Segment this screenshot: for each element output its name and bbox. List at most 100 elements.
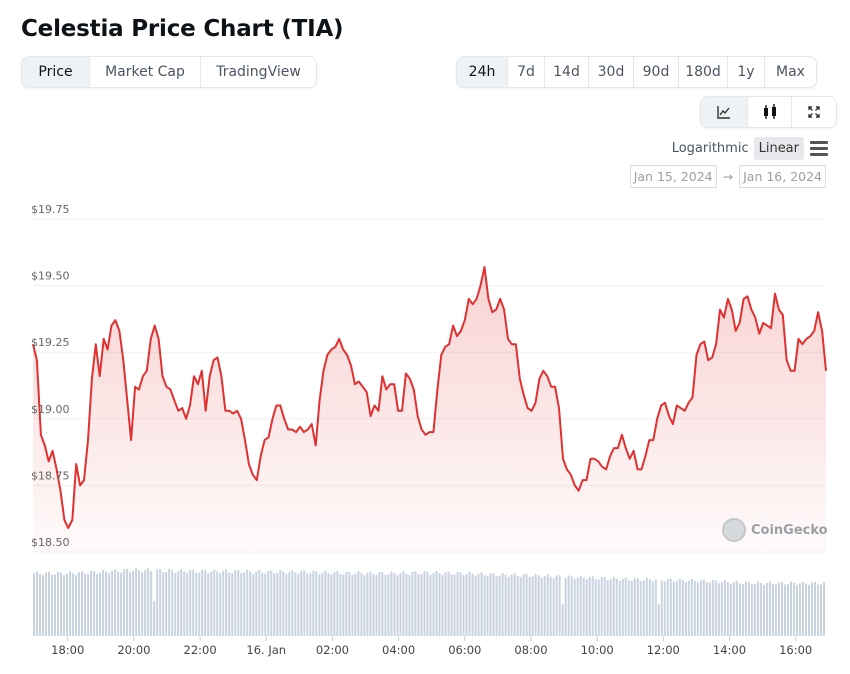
volume-bar [339,574,342,636]
tab-price[interactable]: Price [22,57,89,87]
volume-bar [657,604,660,636]
volume-bar [270,570,273,636]
tab-market-cap[interactable]: Market Cap [89,57,200,87]
volume-bar [471,573,474,636]
volume-bar [750,584,753,636]
volume-bar [165,571,168,636]
volume-bar [801,581,804,636]
range-24h[interactable]: 24h [457,57,507,87]
volume-bar [546,574,549,636]
volume-bar [783,584,786,636]
volume-bar [108,573,111,636]
volume-bar [354,573,357,636]
volume-bar [459,572,462,636]
volume-bar [162,572,165,636]
volume-bar [198,572,201,636]
volume-bar [321,572,324,636]
volume-bar [489,573,492,636]
volume-bar [120,572,123,636]
scale-toggle: Logarithmic Linear [667,137,828,160]
volume-bar [252,573,255,636]
range-1y[interactable]: 1y [727,57,764,87]
linear-option[interactable]: Linear [753,137,804,160]
volume-bar [627,580,630,636]
volume-bar [531,576,534,636]
volume-bar [156,569,159,636]
volume-bar [426,572,429,636]
volume-bar [642,580,645,636]
y-tick-label: $19.75 [31,203,70,216]
volume-bar [351,574,354,636]
volume-bar [585,579,588,636]
volume-bar [219,573,222,636]
date-from-input[interactable]: Jan 15, 2024 [629,165,717,188]
y-tick-label: $18.75 [31,469,70,482]
volume-bar [507,576,510,636]
line-chart-button[interactable] [701,97,747,127]
volume-bar [504,574,507,636]
menu-icon[interactable] [810,141,828,156]
range-90d[interactable]: 90d [633,57,678,87]
price-line [32,266,827,529]
volume-bar [51,574,54,636]
volume-bar [807,584,810,636]
volume-bar [417,574,420,636]
y-tick-label: $19.50 [31,270,70,283]
chart-tabs: Price Market Cap TradingView [21,56,317,88]
tab-tradingview[interactable]: TradingView [200,57,316,87]
volume-bar [603,577,606,636]
volume-bar [774,584,777,636]
volume-bar [678,578,681,636]
volume-bar [336,571,339,636]
volume-bar [639,580,642,636]
candlestick-button[interactable] [747,97,791,127]
volume-bar [384,574,387,636]
volume-bar [126,569,129,636]
fullscreen-button[interactable] [791,97,836,127]
volume-bar [360,573,363,636]
volume-bar [210,571,213,636]
volume-bar [636,578,639,636]
range-7d[interactable]: 7d [507,57,544,87]
volume-bar [318,574,321,636]
volume-bar [174,572,177,636]
range-30d[interactable]: 30d [588,57,633,87]
volume-bar [306,573,309,636]
range-180d[interactable]: 180d [678,57,727,87]
volume-bar [732,581,735,636]
volume-bar [141,572,144,636]
volume-bar [795,584,798,636]
volume-bar [717,583,720,636]
volume-bar [615,578,618,636]
volume-bar [375,574,378,636]
volume-bar [666,579,669,636]
volume-bar [525,573,528,636]
fullscreen-icon [808,106,820,118]
volume-bar [216,571,219,636]
volume-bar [87,573,90,636]
date-to-input[interactable]: Jan 16, 2024 [739,165,826,188]
watermark-text: CoinGecko [751,522,828,538]
line-chart-icon [717,106,730,119]
volume-bar [183,571,186,636]
volume-bar [591,576,594,636]
volume-bar [708,582,711,636]
x-tick-label: 10:00 [581,643,614,657]
volume-bar [711,580,714,636]
logarithmic-option[interactable]: Logarithmic [671,141,749,156]
x-tick-label: 06:00 [448,643,481,657]
volume-bar [447,571,450,636]
volume-bar [180,569,183,636]
volume-bar [612,577,615,636]
volume-bar [264,573,267,636]
range-max[interactable]: Max [764,57,816,87]
volume-bar [621,578,624,636]
volume-bar [393,572,396,636]
volume-bar [297,573,300,636]
volume-bar [102,569,105,636]
volume-bar [699,580,702,636]
volume-bar [228,572,231,636]
range-14d[interactable]: 14d [544,57,588,87]
volume-bar [249,571,252,636]
volume-bar [237,570,240,636]
